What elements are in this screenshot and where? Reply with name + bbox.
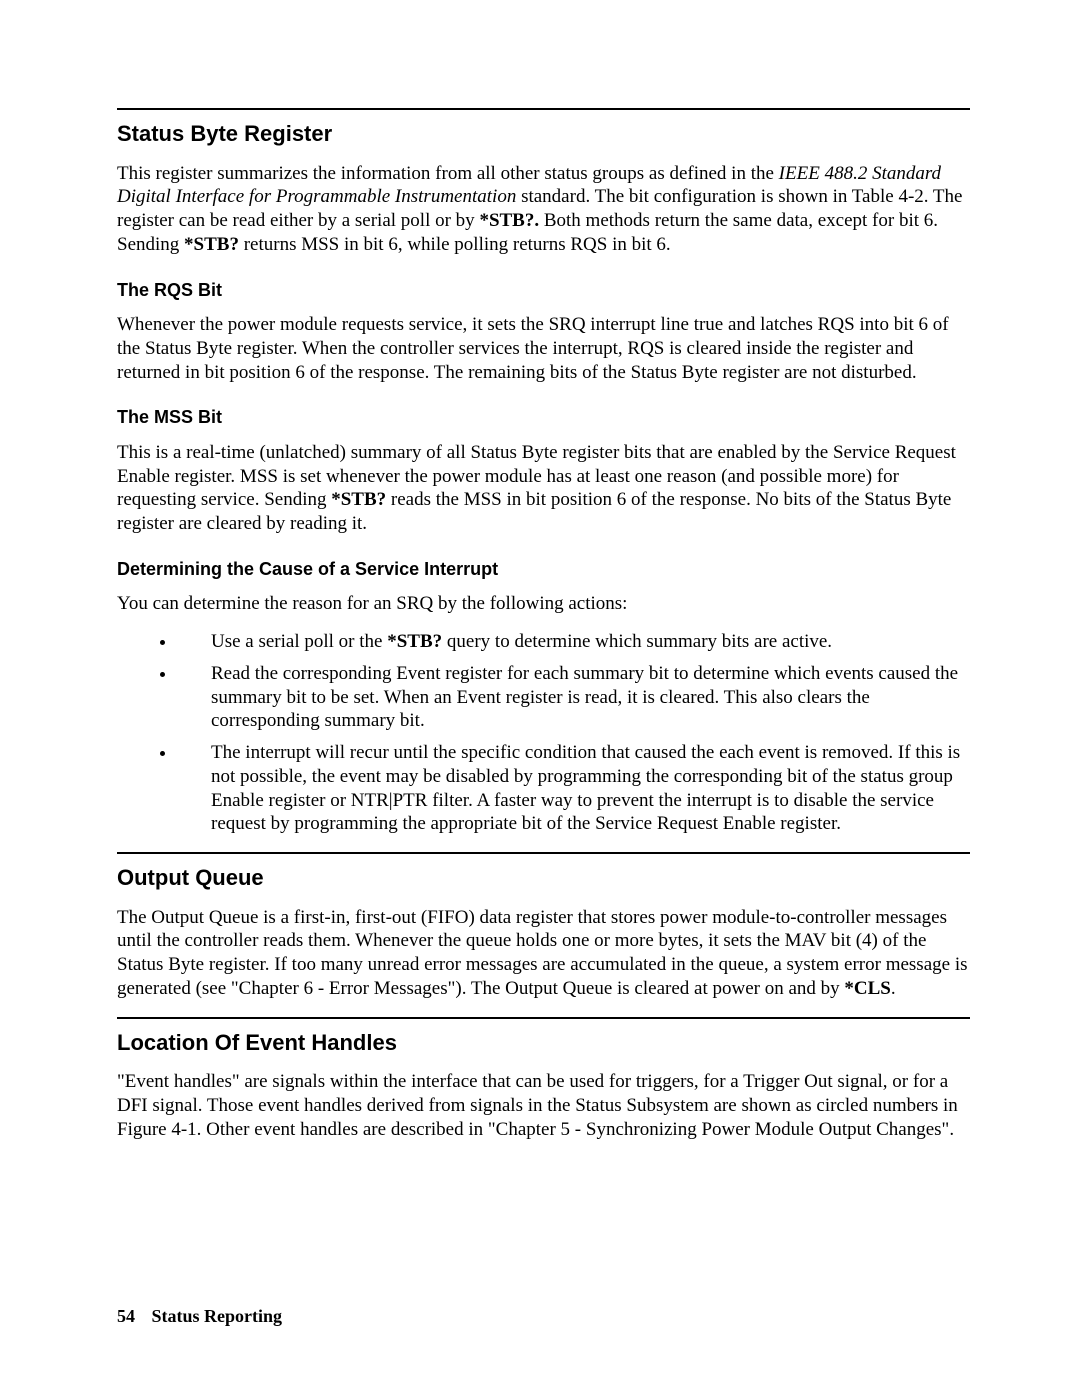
paragraph: Whenever the power module requests servi… [117,313,970,384]
text: The Output Queue is a first-in, first-ou… [117,907,968,999]
text-bold: *STB? [331,489,386,510]
text: This register summarizes the information… [117,163,779,184]
page-number: 54 [117,1306,135,1326]
paragraph: This register summarizes the information… [117,162,970,257]
text: query to determine which summary bits ar… [442,631,832,652]
page-footer: 54 Status Reporting [117,1305,282,1328]
rule [117,1017,970,1019]
heading-status-byte: Status Byte Register [117,120,970,148]
list-item: The interrupt will recur until the speci… [177,741,970,836]
text: returns MSS in bit 6, while polling retu… [239,234,671,255]
page-section-title: Status Reporting [152,1306,283,1326]
document-page: Status Byte Register This register summa… [0,0,1080,1397]
subheading-rqs: The RQS Bit [117,279,970,302]
text-bold: *CLS [844,978,890,999]
paragraph: The Output Queue is a first-in, first-ou… [117,906,970,1001]
rule [117,852,970,854]
text: . [891,978,896,999]
heading-output-queue: Output Queue [117,864,970,892]
rule [117,108,970,110]
subheading-determine: Determining the Cause of a Service Inter… [117,558,970,581]
subheading-mss: The MSS Bit [117,406,970,429]
paragraph: You can determine the reason for an SRQ … [117,592,970,616]
text: Use a serial poll or the [211,631,387,652]
bullet-list: Use a serial poll or the *STB? query to … [117,630,970,836]
list-item: Use a serial poll or the *STB? query to … [177,630,970,654]
text-bold: *STB?. [479,210,539,231]
paragraph: "Event handles" are signals within the i… [117,1070,970,1141]
text-bold: *STB? [184,234,239,255]
list-item: Read the corresponding Event register fo… [177,662,970,733]
paragraph: This is a real-time (unlatched) summary … [117,441,970,536]
heading-event-handles: Location Of Event Handles [117,1029,970,1057]
text-bold: *STB? [387,631,442,652]
